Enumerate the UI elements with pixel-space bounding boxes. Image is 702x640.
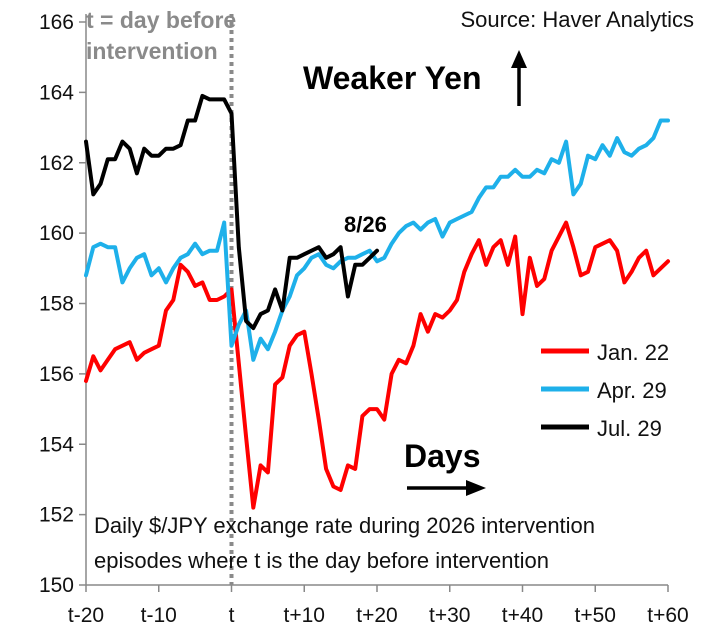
x-tick-label: t+20 <box>356 604 397 627</box>
source-label: Source: Haver Analytics <box>460 7 694 32</box>
y-tick-label: 152 <box>39 504 74 527</box>
description-line-1: Daily $/JPY exchange rate during 2026 in… <box>94 513 595 538</box>
description-line-2: episodes where t is the day before inter… <box>94 548 549 573</box>
y-tick-label: 160 <box>39 222 74 245</box>
x-tick-label: t+10 <box>284 604 325 627</box>
legend-label: Jan. 22 <box>597 340 669 365</box>
x-tick-label: t <box>229 604 235 627</box>
series-line-jan-22 <box>84 220 670 510</box>
x-tick-label: t-20 <box>68 604 104 627</box>
t-annotation-line-1: t = day before <box>86 7 236 33</box>
up-arrow-icon <box>511 50 527 68</box>
axes: 150 152 154 156 158 160 162 164 166 t-20 t-10 t t+10… <box>39 11 689 627</box>
legend-label: Jul. 29 <box>597 416 662 441</box>
y-tick-label: 162 <box>39 152 74 175</box>
days-label: Days <box>404 438 481 474</box>
y-tick-label: 164 <box>39 81 74 104</box>
t-annotation-line-2: intervention <box>86 38 218 64</box>
x-tick-label: t-10 <box>141 604 177 627</box>
series-lines <box>84 93 670 510</box>
y-tick-label: 158 <box>39 293 74 316</box>
right-arrow-icon <box>466 480 486 496</box>
legend-label: Apr. 29 <box>597 378 667 403</box>
annotations: t = day before intervention Source: Haver … <box>86 7 694 573</box>
x-tick-label: t+30 <box>429 604 470 627</box>
x-tick-label: t+60 <box>647 604 688 627</box>
y-tick-label: 156 <box>39 363 74 386</box>
end-date-label: 8/26 <box>344 212 387 237</box>
y-tick-label: 150 <box>39 574 74 597</box>
x-tick-label: t+50 <box>575 604 616 627</box>
weaker-yen-label: Weaker Yen <box>303 60 482 96</box>
series-line-apr-29 <box>84 118 670 362</box>
x-tick-label: t+40 <box>502 604 543 627</box>
y-tick-label: 154 <box>39 433 74 456</box>
y-tick-label: 166 <box>39 11 74 34</box>
series-line-jul-29 <box>84 93 379 331</box>
